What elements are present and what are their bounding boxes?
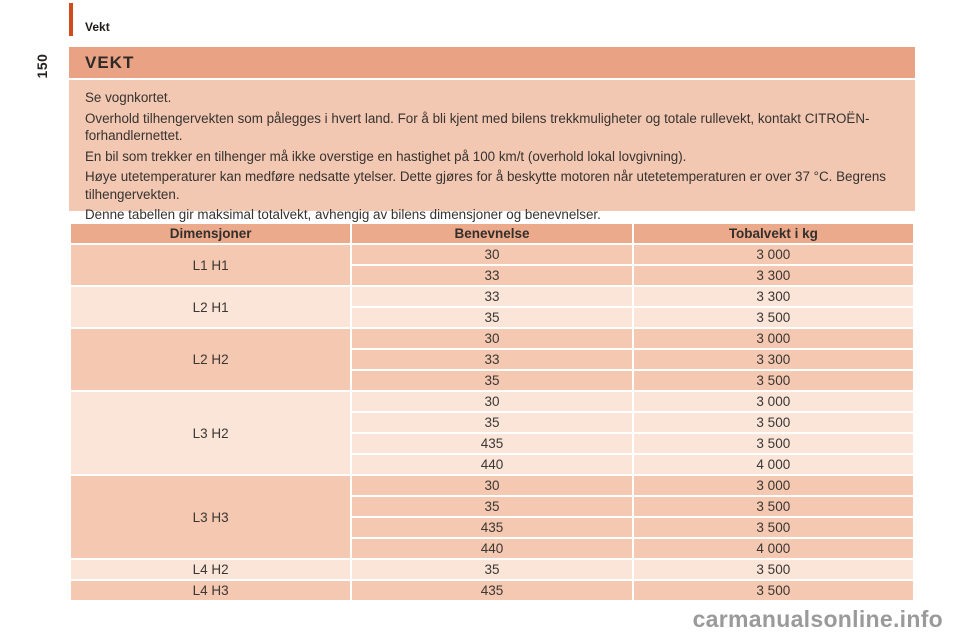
- totalvekt-cell: 3 300: [631, 285, 916, 308]
- accent-bar: [69, 3, 73, 36]
- totalvekt-cell: 3 500: [631, 516, 916, 539]
- totalvekt-cell: 3 000: [631, 327, 916, 350]
- benevnelse-cell: 435: [350, 579, 634, 602]
- table-row: 440 4 000: [70, 453, 916, 476]
- benevnelse-cell: 440: [350, 537, 634, 560]
- column-header: Tobalvekt i kg: [631, 222, 916, 245]
- weight-table-body: L1 H1 30 3 000 33 3 300 L2 H1 33 3 300 35 3 500 L2…: [68, 243, 916, 602]
- benevnelse-cell: 35: [350, 411, 634, 434]
- totalvekt-cell: 3 500: [631, 495, 916, 518]
- table-row: L4 H2 35 3 500: [68, 558, 916, 581]
- intro-panel: Se vognkortet. Overhold tilhengervekten …: [69, 80, 915, 222]
- totalvekt-cell: 3 000: [631, 390, 916, 413]
- table-row: 35 3 500: [70, 495, 916, 518]
- benevnelse-cell: 30: [350, 474, 634, 497]
- column-header: Dimensjoner: [68, 222, 353, 245]
- table-row: 35 3 500: [70, 369, 916, 392]
- dimension-cell: L4 H2: [68, 558, 353, 581]
- totalvekt-cell: 3 500: [631, 558, 916, 581]
- benevnelse-cell: 35: [350, 558, 634, 581]
- intro-paragraph: Høye utetemperaturer kan medføre nedsatt…: [85, 169, 886, 202]
- benevnelse-cell: 435: [350, 432, 634, 455]
- table-row: L1 H1 30 3 000: [68, 243, 916, 287]
- benevnelse-cell: 33: [350, 348, 634, 371]
- dimension-cell: L2 H1: [68, 285, 353, 329]
- benevnelse-cell: 33: [350, 264, 634, 287]
- benevnelse-cell: 435: [350, 516, 634, 539]
- benevnelse-cell: 35: [350, 369, 634, 392]
- intro-paragraph: En bil som trekker en tilhenger må ikke …: [85, 148, 687, 164]
- totalvekt-cell: 3 500: [631, 369, 916, 392]
- totalvekt-cell: 3 500: [631, 579, 916, 602]
- totalvekt-cell: 3 000: [631, 474, 916, 497]
- table-row: 33 3 300: [70, 264, 916, 287]
- table-row: 440 4 000: [70, 537, 916, 560]
- totalvekt-cell: 3 300: [631, 264, 916, 287]
- totalvekt-cell: 3 500: [631, 432, 916, 455]
- weight-table: Dimensjoner Benevnelse Tobalvekt i kg L1 H…: [68, 222, 916, 602]
- section-title-bar: VEKT: [69, 47, 915, 78]
- totalvekt-cell: 4 000: [631, 537, 916, 560]
- table-row: L3 H2 30 3 000: [68, 390, 916, 476]
- table-row: 35 3 500: [70, 306, 916, 329]
- totalvekt-cell: 3 300: [631, 348, 916, 371]
- benevnelse-cell: 35: [350, 495, 634, 518]
- page-topic-label: Vekt: [85, 20, 110, 34]
- benevnelse-cell: 33: [350, 285, 634, 308]
- table-row: L2 H2 30 3 000: [68, 327, 916, 392]
- benevnelse-cell: 30: [350, 390, 634, 413]
- table-row: L4 H3 435 3 500: [68, 579, 916, 602]
- table-row: 33 3 300: [70, 348, 916, 371]
- table-row: L2 H1 33 3 300: [68, 285, 916, 329]
- benevnelse-cell: 35: [350, 306, 634, 329]
- intro-paragraph: Se vognkortet.: [85, 90, 172, 105]
- weight-table-header-row: Dimensjoner Benevnelse Tobalvekt i kg: [68, 222, 916, 245]
- benevnelse-cell: 440: [350, 453, 634, 476]
- page-number: 150: [34, 53, 50, 79]
- table-row: 435 3 500: [70, 516, 916, 539]
- dimension-cell: L1 H1: [68, 243, 353, 287]
- intro-paragraph: Denne tabellen gir maksimal totalvekt, a…: [85, 207, 601, 222]
- section-title: VEKT: [85, 52, 135, 72]
- dimension-cell: L4 H3: [68, 579, 353, 602]
- top-strip: Vekt: [69, 3, 110, 36]
- dimension-cell: L3 H2: [68, 390, 353, 476]
- column-header: Benevnelse: [350, 222, 634, 245]
- table-row: 35 3 500: [70, 411, 916, 434]
- totalvekt-cell: 3 500: [631, 411, 916, 434]
- benevnelse-cell: 30: [350, 327, 634, 350]
- table-row: 435 3 500: [70, 432, 916, 455]
- totalvekt-cell: 3 500: [631, 306, 916, 329]
- totalvekt-cell: 3 000: [631, 243, 916, 266]
- intro-paragraph: Overhold tilhengervekten som pålegges i …: [85, 110, 870, 144]
- totalvekt-cell: 4 000: [631, 453, 916, 476]
- dimension-cell: L3 H3: [68, 474, 353, 560]
- watermark: carmanualsonline.info: [692, 606, 943, 632]
- dimension-cell: L2 H2: [68, 327, 353, 392]
- table-row: L3 H3 30 3 000: [68, 474, 916, 560]
- benevnelse-cell: 30: [350, 243, 634, 266]
